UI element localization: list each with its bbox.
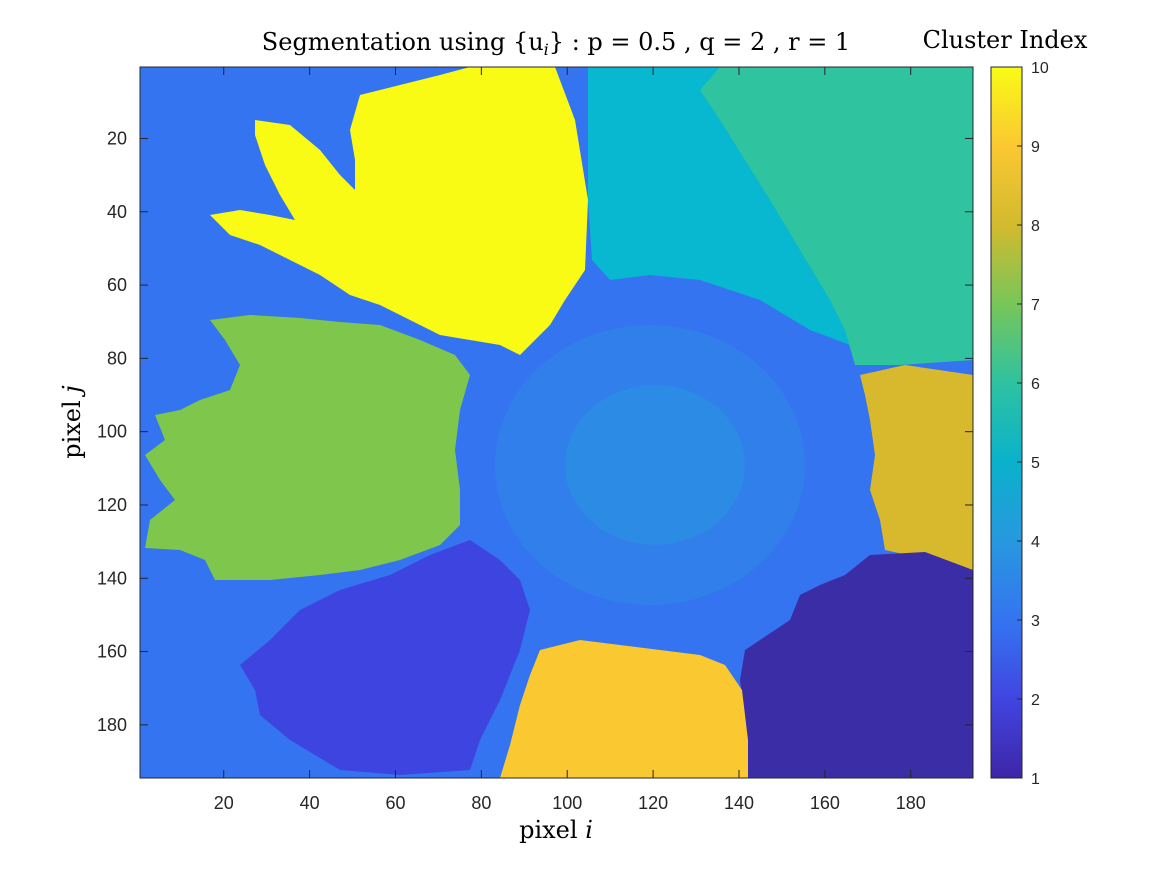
x-tick-label: 160 xyxy=(810,793,840,813)
colorbar-tick-label: 1 xyxy=(1031,771,1040,788)
y-tick-label: 140 xyxy=(97,568,127,588)
plot-frame xyxy=(139,66,974,779)
colorbar-tick-label: 10 xyxy=(1031,60,1049,77)
x-tick-label: 140 xyxy=(724,793,754,813)
x-axis-label: pixel i xyxy=(519,816,593,844)
colorbar-tick-label: 7 xyxy=(1031,297,1040,314)
colorbar-frame xyxy=(990,66,1023,779)
y-tick-label: 120 xyxy=(97,495,127,515)
x-tick-label: 100 xyxy=(552,793,582,813)
colorbar-tick-label: 4 xyxy=(1031,534,1040,551)
x-axis-ticks: 20 40 60 80 100 120 140 160 180 xyxy=(214,67,926,813)
colorbar-label: Cluster Index xyxy=(923,26,1088,54)
cluster-region-lower-right xyxy=(740,552,973,778)
cluster-region-lower-left xyxy=(240,540,530,775)
colorbar-tick-label: 8 xyxy=(1031,218,1040,235)
y-tick-label: 80 xyxy=(107,348,127,368)
x-tick-label: 20 xyxy=(214,793,234,813)
segmentation-heatmap xyxy=(140,67,973,778)
cluster-region-center-core xyxy=(565,385,745,545)
y-tick-label: 40 xyxy=(107,202,127,222)
colorbar-tick-label: 9 xyxy=(1031,139,1040,156)
y-axis-label: pixel j xyxy=(58,385,86,459)
y-axis-ticks: 20 40 60 80 100 120 140 160 180 xyxy=(97,128,973,735)
colorbar-tick-label: 2 xyxy=(1031,692,1040,709)
x-tick-label: 40 xyxy=(300,793,320,813)
x-tick-label: 120 xyxy=(638,793,668,813)
colorbar-tick-label: 6 xyxy=(1031,376,1040,393)
cluster-region-right xyxy=(860,365,973,570)
colorbar-tick-label: 5 xyxy=(1031,455,1040,472)
colorbar-ticks: 1 2 3 4 5 6 7 8 9 10 xyxy=(1017,60,1049,788)
y-tick-label: 160 xyxy=(97,642,127,662)
y-tick-label: 20 xyxy=(107,128,127,148)
x-tick-label: 80 xyxy=(471,793,491,813)
cluster-region-upper-left xyxy=(210,67,588,355)
colorbar xyxy=(991,67,1022,778)
x-tick-label: 60 xyxy=(385,793,405,813)
colorbar-tick-label: 3 xyxy=(1031,613,1040,630)
cluster-region-left xyxy=(145,315,470,580)
y-tick-label: 60 xyxy=(107,275,127,295)
chart-title: Segmentation using {ui} : p = 0.5 , q = … xyxy=(262,28,850,59)
cluster-region-far-upper-right xyxy=(700,67,973,365)
y-tick-label: 180 xyxy=(97,715,127,735)
cluster-region-bottom xyxy=(500,640,748,778)
y-tick-label: 100 xyxy=(97,422,127,442)
x-tick-label: 180 xyxy=(896,793,926,813)
